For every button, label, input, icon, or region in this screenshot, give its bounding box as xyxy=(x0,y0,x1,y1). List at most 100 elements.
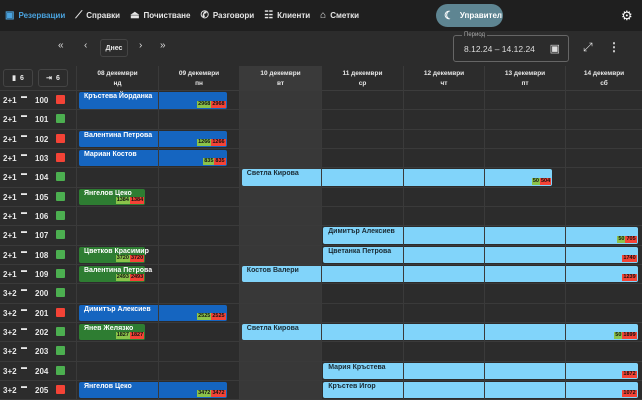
booking-bar[interactable]: Мария Кръстева 1872 xyxy=(323,362,638,380)
room-type: 2+1 xyxy=(3,96,17,105)
room-status-indicator[interactable] xyxy=(56,152,65,162)
day-header[interactable]: 11 декември ср xyxy=(321,66,403,91)
fast-forward-icon[interactable]: » xyxy=(160,40,166,51)
room-type: 2+1 xyxy=(3,192,17,202)
booking-bar[interactable]: Димитър Алексиев 2525 2525 xyxy=(79,304,227,322)
more-vert-icon[interactable]: ⋮ xyxy=(608,40,620,54)
chevron-right-icon[interactable]: › xyxy=(139,40,143,51)
due-amount: 1072 xyxy=(622,390,637,398)
room-number[interactable]: 204 xyxy=(35,366,49,376)
room-number[interactable]: 105 xyxy=(35,192,49,202)
room-row: 3+2 ▬ 202 Янев Желязко 1827 1827 Светла Киро… xyxy=(0,323,642,343)
nav-item-4[interactable]: ☷ Клиенти xyxy=(264,10,310,21)
nav-item-3[interactable]: ✆ Разговори xyxy=(200,10,254,21)
period-field[interactable]: Период 8.12.24 – 14.12.24 ▣ xyxy=(453,31,569,62)
room-number[interactable]: 109 xyxy=(35,269,49,279)
day-header[interactable]: 10 декември вт xyxy=(239,66,321,91)
amount-badges: 3472 3472 xyxy=(197,390,226,398)
room-number[interactable]: 108 xyxy=(35,250,49,260)
booking-bar[interactable]: Янев Желязко 1827 1827 xyxy=(79,323,146,341)
day-header[interactable]: 13 декември пт xyxy=(484,66,565,91)
due-amount: 2493 xyxy=(129,274,145,282)
nav-item-2[interactable]: ⏏ Почистване xyxy=(130,10,190,21)
today-button[interactable]: Днес xyxy=(100,39,128,57)
amount-badges: 2968 2968 xyxy=(197,100,226,108)
nav-item-0[interactable]: ▣ Резервации xyxy=(5,10,65,21)
bed-icon: ▬ xyxy=(21,383,27,390)
booking-bar[interactable]: Цветков Красимир 3720 3720 xyxy=(79,246,149,264)
paid-amount: 1266 xyxy=(197,139,212,147)
room-status-indicator[interactable] xyxy=(56,307,65,317)
room-type: 2+1 xyxy=(3,250,17,260)
room-status-indicator[interactable] xyxy=(56,268,65,278)
room-status-indicator[interactable] xyxy=(56,230,65,240)
room-number[interactable]: 103 xyxy=(35,153,49,163)
room-status-indicator[interactable] xyxy=(56,249,65,259)
day-date: 13 декември xyxy=(504,70,546,77)
due-amount: 3472 xyxy=(211,390,226,398)
bed-icon: ▬ xyxy=(21,229,27,236)
room-status-indicator[interactable] xyxy=(56,384,65,394)
day-weekday: сб xyxy=(600,80,608,87)
expand-icon[interactable]: ⤢ xyxy=(583,40,593,54)
guest-name: Валентина Петрова xyxy=(84,131,153,139)
room-status-indicator[interactable] xyxy=(56,95,65,104)
calendar-icon[interactable]: ▣ xyxy=(549,43,560,55)
room-number[interactable]: 202 xyxy=(35,327,49,337)
nav-item-1[interactable]: ⟋ Справки xyxy=(75,10,120,21)
room-status-indicator[interactable] xyxy=(56,210,65,220)
booking-bar[interactable]: Цветанка Петрова 1740 xyxy=(323,246,638,264)
booking-bar[interactable]: Кръстев Игор 1072 xyxy=(323,381,638,399)
room-status-indicator[interactable] xyxy=(56,288,65,298)
booking-bar[interactable]: Димитър Алексиев 50 705 xyxy=(323,227,638,244)
day-header[interactable]: 08 декември нд xyxy=(76,66,158,91)
room-type: 2+1 xyxy=(3,211,17,221)
booking-bar[interactable]: Светла Кирова 50 504 xyxy=(241,169,553,186)
room-number[interactable]: 104 xyxy=(35,173,49,183)
room-number[interactable]: 200 xyxy=(35,289,49,299)
room-status-indicator[interactable] xyxy=(56,172,65,182)
booking-bar[interactable]: Янгелов Цеко 1384 1384 xyxy=(79,188,146,206)
booking-bar[interactable]: Валентина Петрова 1266 1266 xyxy=(79,130,227,148)
day-header[interactable]: 12 декември чт xyxy=(403,66,484,91)
room-number[interactable]: 101 xyxy=(35,115,49,125)
due-amount: 1239 xyxy=(622,274,637,282)
fast-back-icon[interactable]: « xyxy=(58,40,64,51)
booking-bar[interactable]: Янгелов Цеко 3472 3472 xyxy=(79,381,227,399)
guest-name: Димитър Алексиев xyxy=(84,305,151,313)
room-number[interactable]: 107 xyxy=(35,231,49,241)
guest-name: Кръстева Йорданка xyxy=(84,93,153,100)
day-header[interactable]: 14 декември сб xyxy=(565,66,642,91)
booking-bar[interactable]: Кръстева Йорданка 2968 2968 xyxy=(79,92,227,109)
booking-bar[interactable]: Мариан Костов 835 835 xyxy=(79,149,227,167)
chevron-left-icon[interactable]: ‹ xyxy=(84,40,88,51)
room-status-indicator[interactable] xyxy=(56,365,65,375)
user-mode-button[interactable]: ☾ Управител xyxy=(436,4,503,27)
departures-count[interactable]: ⇥ 6 xyxy=(38,69,68,87)
departures-value: 6 xyxy=(55,74,60,82)
day-header[interactable]: 09 декември пн xyxy=(158,66,239,91)
room-number[interactable]: 203 xyxy=(35,347,49,357)
room-number[interactable]: 102 xyxy=(35,134,49,144)
room-number[interactable]: 100 xyxy=(35,96,49,105)
arrivals-count[interactable]: ▮ 6 xyxy=(3,69,33,87)
room-status-indicator[interactable] xyxy=(56,114,65,124)
booking-bar[interactable]: Светла Кирова 50 1899 xyxy=(241,323,638,341)
room-number[interactable]: 106 xyxy=(35,211,49,221)
room-number[interactable]: 201 xyxy=(35,308,49,318)
nav-item-5[interactable]: ⌂ Сметки xyxy=(320,10,359,21)
calendar-header: ▮ 6 ⇥ 6 08 декември нд 09 декември пн 10 декем… xyxy=(0,66,642,91)
room-status-indicator[interactable] xyxy=(56,346,65,356)
gear-icon[interactable]: ⚙ xyxy=(621,8,633,23)
booking-bar[interactable]: Валентина Петрова 2493 2493 xyxy=(79,265,152,283)
booking-bar[interactable]: Костов Валери 1239 xyxy=(241,265,638,283)
day-date: 14 декември xyxy=(583,70,625,77)
column-divider xyxy=(158,66,159,400)
amount-badges: 1872 xyxy=(622,371,637,379)
room-status-indicator[interactable] xyxy=(56,326,65,336)
room-number[interactable]: 205 xyxy=(35,385,49,395)
room-status-indicator[interactable] xyxy=(56,133,65,143)
room-status-indicator[interactable] xyxy=(56,191,65,201)
luggage-icon: ▮ xyxy=(12,75,16,82)
paid-amount: 2968 xyxy=(197,100,212,108)
